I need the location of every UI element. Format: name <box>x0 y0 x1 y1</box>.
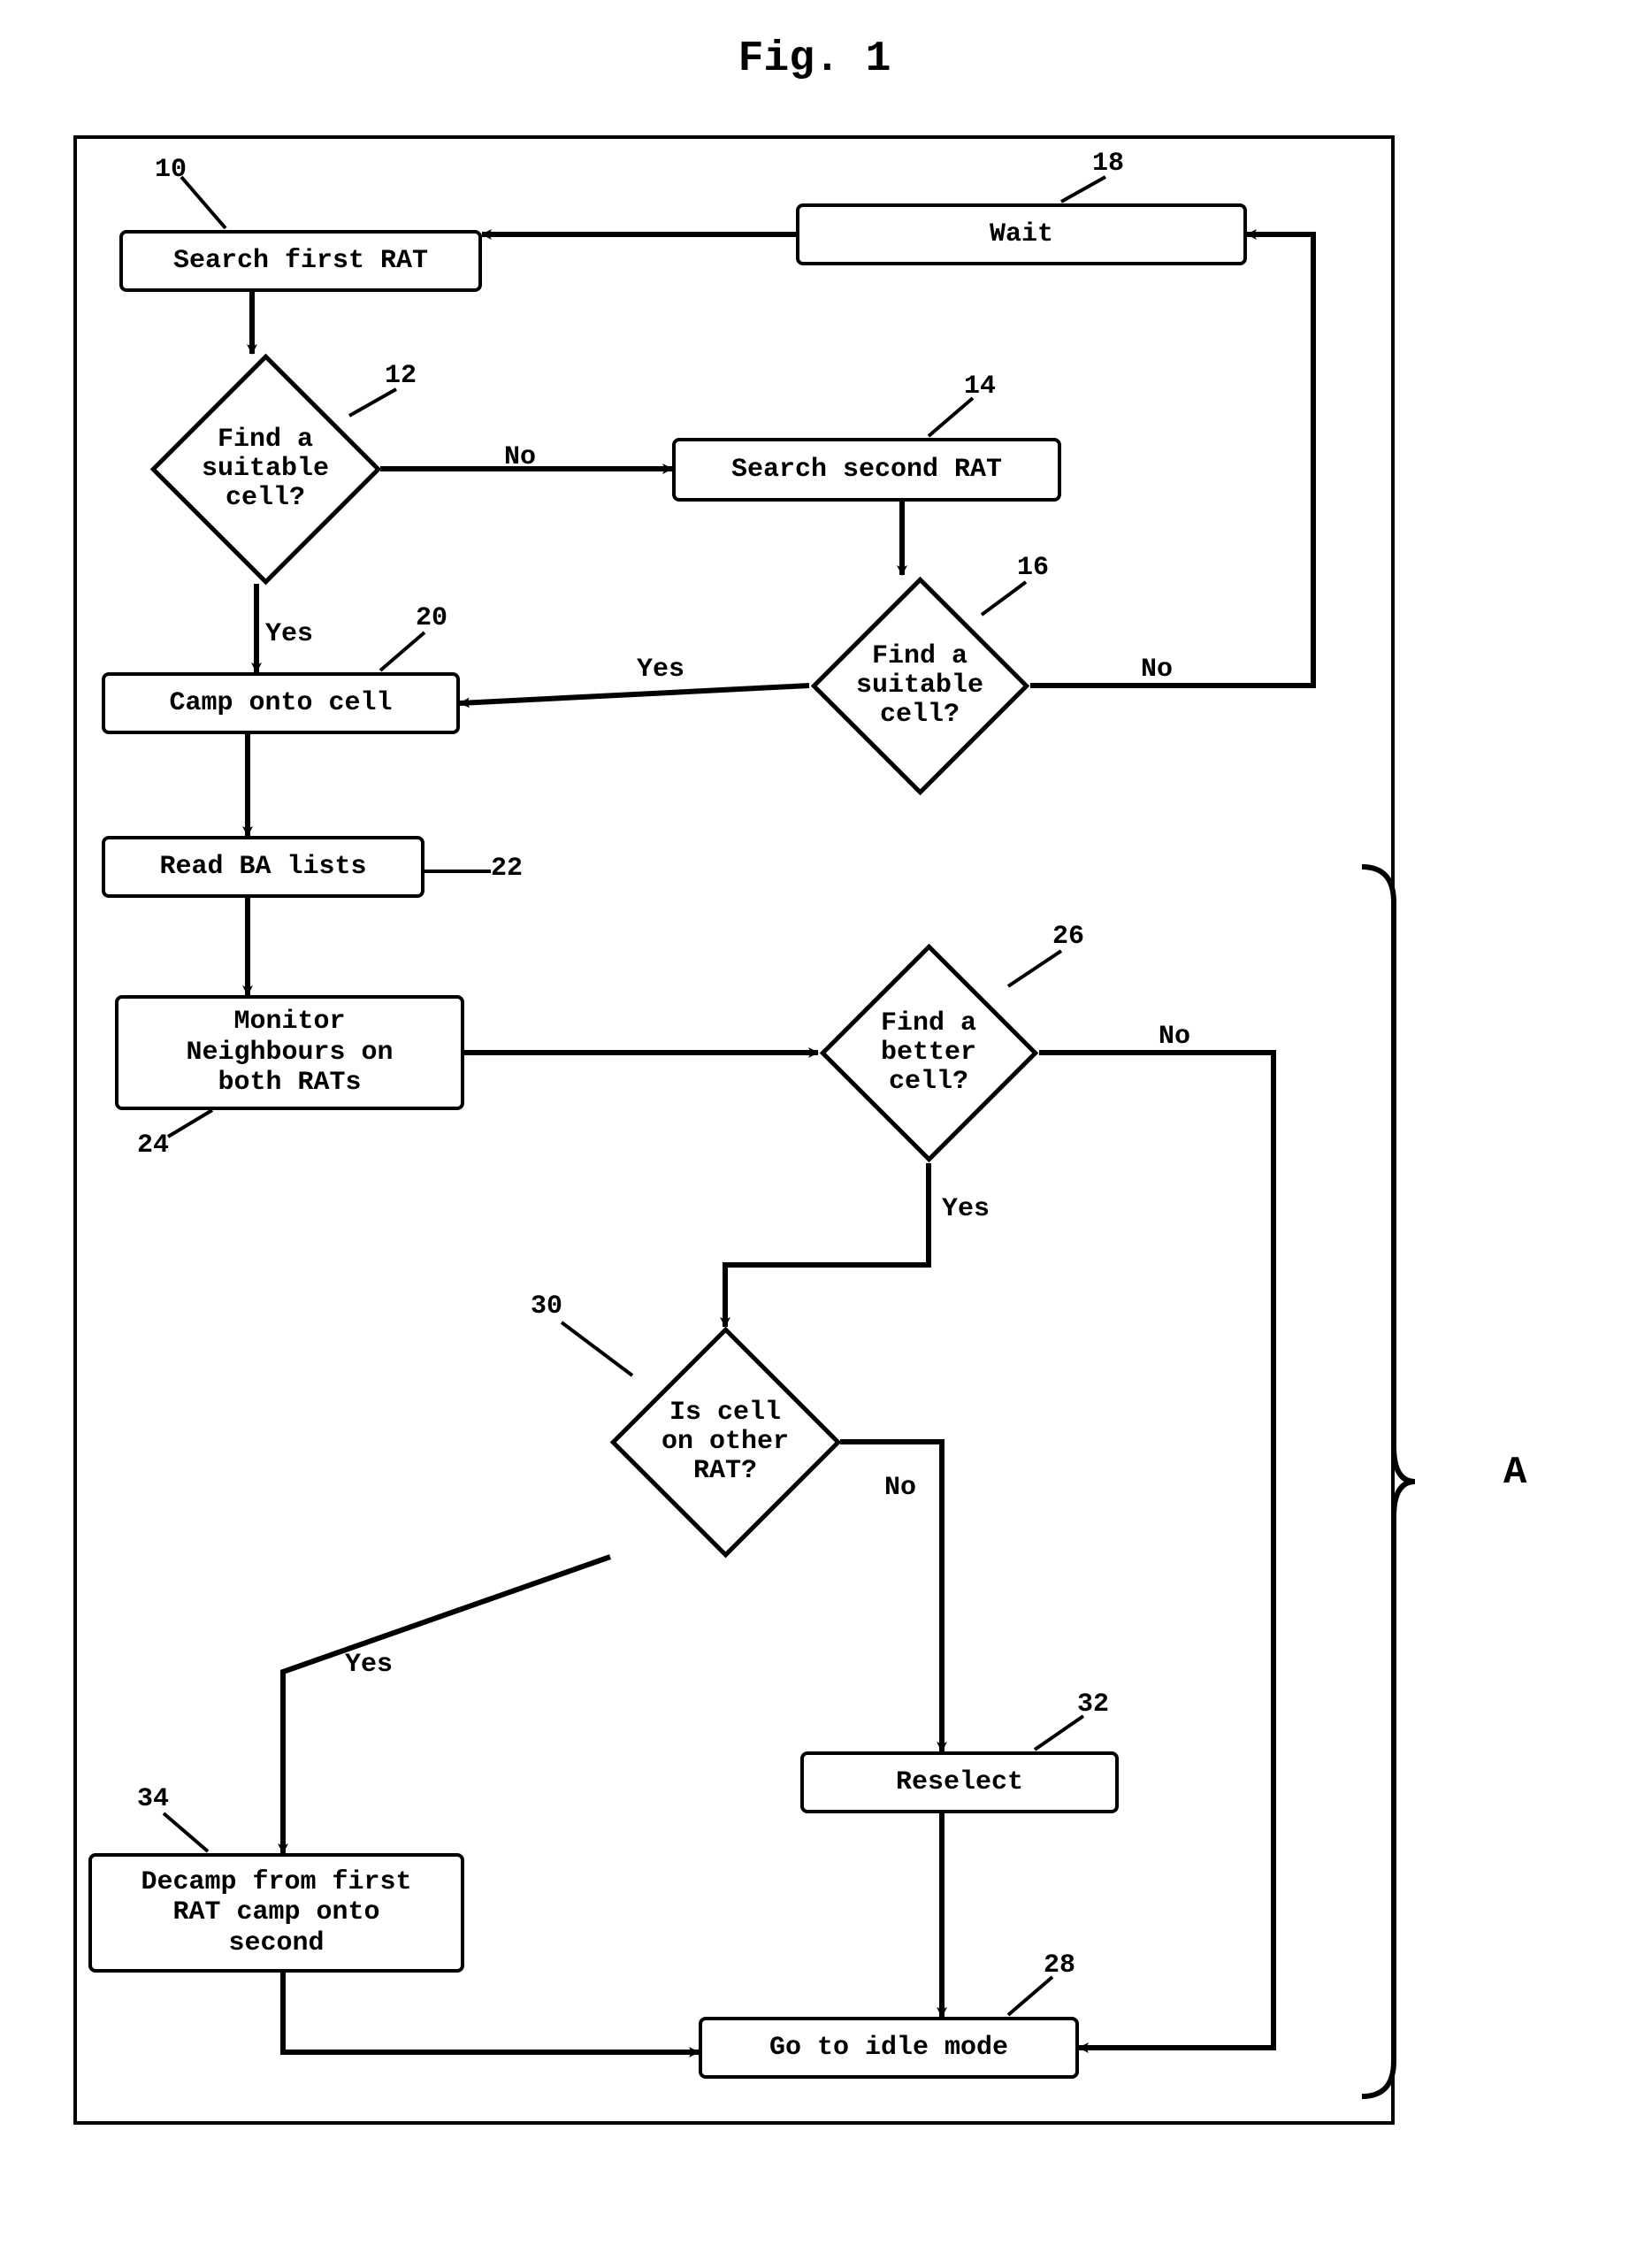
callout-1 <box>1061 177 1105 202</box>
decision-30: Is cellon otherRAT? <box>644 1360 807 1524</box>
ref-26: 26 <box>1052 922 1084 952</box>
edge-label-6: No <box>1141 655 1173 685</box>
edge-label-2: No <box>504 442 536 472</box>
process-18: Wait <box>796 203 1247 265</box>
callout-0 <box>181 177 226 228</box>
ref-10: 10 <box>155 155 187 185</box>
callout-12 <box>1008 1977 1052 2015</box>
ref-22: 22 <box>491 854 523 884</box>
edge-label-12: Yes <box>345 1650 393 1680</box>
edge-label-13: No <box>884 1473 916 1503</box>
callout-10 <box>1035 1716 1083 1750</box>
process-28: Go to idle mode <box>699 2017 1079 2079</box>
edge-12 <box>283 1557 610 1853</box>
process-10: Search first RAT <box>119 230 482 292</box>
process-24: MonitorNeighbours onboth RATs <box>115 995 464 1110</box>
ref-32: 32 <box>1077 1690 1109 1720</box>
edge-label-10: No <box>1159 1022 1190 1052</box>
ref-34: 34 <box>137 1784 169 1814</box>
edge-5 <box>460 686 809 703</box>
edge-label-11: Yes <box>942 1194 990 1224</box>
ref-30: 30 <box>531 1291 562 1322</box>
ref-24: 24 <box>137 1130 169 1161</box>
process-22: Read BA lists <box>102 836 424 898</box>
process-32: Reselect <box>800 1751 1119 1813</box>
edge-11 <box>725 1163 929 1327</box>
decision-16: Find asuitablecell? <box>843 609 998 763</box>
callout-3 <box>929 398 973 436</box>
edge-10 <box>1039 1053 1273 2048</box>
edge-6 <box>1030 234 1313 686</box>
decision-26: Find abettercell? <box>852 976 1006 1130</box>
flowchart-canvas: Fig. 1 Search first RAT 10 Wait 18 Find asui… <box>0 0 1629 2268</box>
process-20: Camp onto cell <box>102 672 460 734</box>
section-brace <box>1362 867 1415 2096</box>
ref-28: 28 <box>1044 1950 1075 1981</box>
callout-11 <box>164 1813 208 1851</box>
process-34: Decamp from firstRAT camp ontosecond <box>88 1853 464 1973</box>
callout-7 <box>168 1110 212 1137</box>
figure-title: Fig. 1 <box>0 35 1629 83</box>
callout-5 <box>380 632 424 670</box>
edge-label-3: Yes <box>265 619 313 649</box>
ref-14: 14 <box>964 372 996 402</box>
ref-20: 20 <box>416 603 447 633</box>
ref-18: 18 <box>1092 149 1124 179</box>
section-label: A <box>1503 1451 1526 1495</box>
ref-16: 16 <box>1017 553 1049 583</box>
process-14: Search second RAT <box>672 438 1061 502</box>
decision-12: Find asuitablecell? <box>184 387 348 551</box>
edge-15 <box>283 1973 699 2052</box>
ref-12: 12 <box>385 361 417 391</box>
edge-label-5: Yes <box>637 655 684 685</box>
